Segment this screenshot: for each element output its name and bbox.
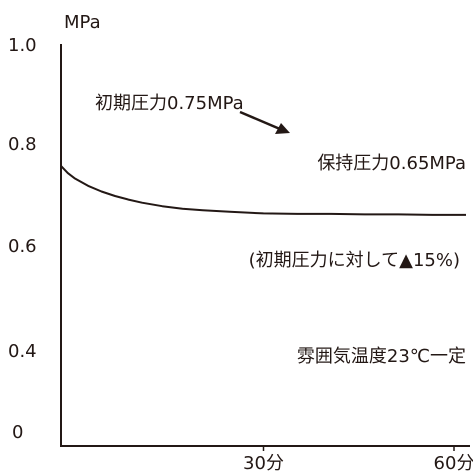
- reduction-annotation: (初期圧力に対して▲15%): [249, 250, 460, 271]
- y-tick-label: 1.0: [8, 35, 37, 56]
- x-ticks: [262, 446, 455, 451]
- series-group: [60, 165, 466, 216]
- arrow-icon: [239, 110, 290, 134]
- y-tick-label: 0.8: [8, 134, 37, 155]
- condition-annotation: 雰囲気温度23℃一定: [297, 346, 466, 367]
- y-tick-label: 0: [12, 422, 23, 443]
- x-tick-label: 30分: [243, 453, 284, 472]
- initial-pressure-annotation: 初期圧力0.75MPa: [95, 93, 244, 114]
- x-tick-labels: 30分 60分: [243, 453, 473, 472]
- y-axis-unit-label: MPa: [64, 12, 101, 33]
- holding-pressure-annotation: 保持圧力0.65MPa: [317, 153, 466, 174]
- y-tick-label: 0.4: [8, 341, 37, 362]
- x-tick-label: 60分: [434, 453, 473, 472]
- y-tick-label: 0.6: [8, 236, 37, 257]
- pressure-series-line: [60, 165, 466, 216]
- y-tick-labels: 0 0.4 0.6 0.8 1.0: [8, 35, 37, 443]
